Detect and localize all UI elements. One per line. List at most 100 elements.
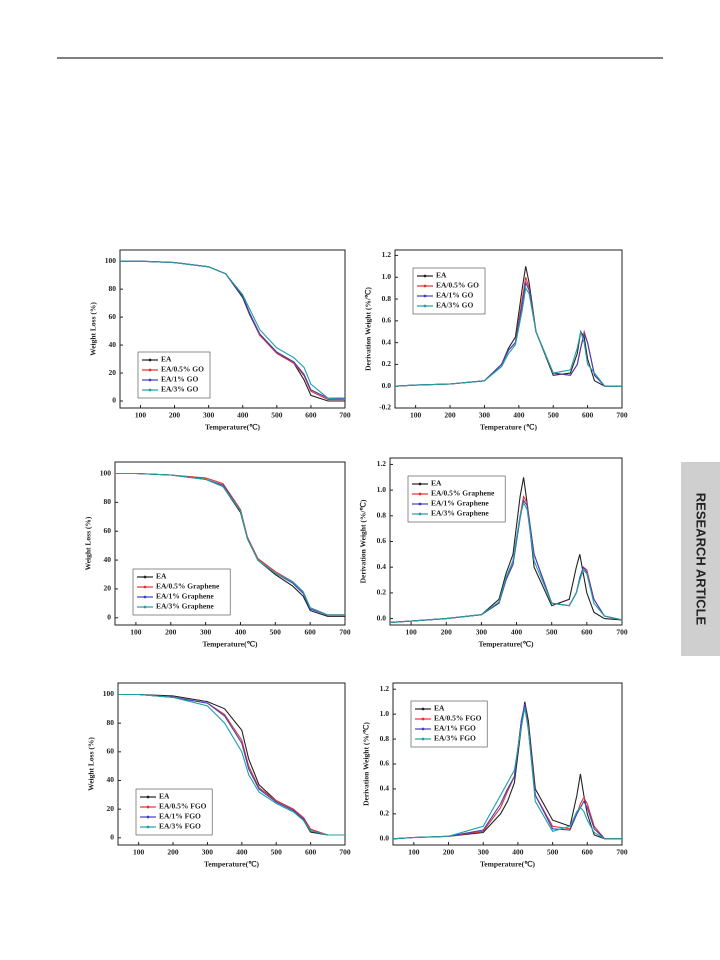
legend-marker (423, 284, 427, 288)
x-axis-label: Temperature(℃) (478, 640, 534, 649)
legend-marker (143, 585, 147, 589)
legend-label: EA/3% Graphene (431, 509, 489, 518)
legend-marker (421, 717, 425, 721)
x-tick-label: 100 (135, 411, 147, 420)
x-tick-label: 200 (444, 411, 456, 420)
y-tick-label: 20 (109, 368, 117, 377)
x-tick-label: 400 (237, 411, 249, 420)
x-tick-label: 100 (408, 848, 420, 857)
y-tick-label: 60 (107, 747, 115, 756)
y-tick-label: 60 (109, 312, 117, 321)
x-tick-label: 500 (271, 848, 283, 857)
legend-label: EA/0.5% Graphene (156, 582, 220, 591)
y-tick-label: 20 (107, 804, 115, 813)
x-tick-label: 300 (476, 628, 488, 637)
y-tick-label: 1.0 (377, 485, 387, 494)
series-line (392, 701, 622, 840)
legend-label: EA/0.5% GO (161, 365, 204, 374)
legend-label: EA/3% GO (161, 385, 198, 394)
plot-frame (394, 249, 623, 409)
legend-label: EA/3% GO (436, 301, 473, 310)
x-tick-label: 500 (270, 628, 282, 637)
y-axis-label: Derivation Weight (%/℃) (364, 287, 373, 371)
legend-marker (421, 727, 425, 731)
legend-label: EA/3% FGO (159, 822, 201, 831)
y-tick-label: 1.2 (382, 250, 392, 259)
legend-marker (421, 737, 425, 741)
series-line (118, 693, 345, 836)
x-axis-label: Temperature (℃) (480, 423, 537, 432)
x-tick-label: 700 (339, 411, 351, 420)
x-tick-label: 300 (202, 848, 214, 857)
y-tick-label: 40 (109, 340, 117, 349)
legend-label: EA (436, 271, 447, 280)
x-tick-label: 300 (200, 628, 212, 637)
y-axis-label: Derivation Weight (%/℃) (359, 499, 368, 583)
x-tick-label: 700 (339, 628, 351, 637)
legend-marker (423, 294, 427, 298)
x-tick-label: 400 (236, 848, 248, 857)
x-tick-label: 200 (167, 848, 179, 857)
legend-label: EA (156, 572, 167, 581)
x-tick-label: 600 (581, 628, 593, 637)
legend-label: EA/3% FGO (434, 734, 476, 743)
y-axis-label: Weight Loss (%) (84, 516, 93, 570)
x-tick-label: 600 (305, 628, 317, 637)
legend-marker (423, 274, 427, 278)
legend-marker (418, 492, 422, 496)
y-tick-label: 80 (104, 497, 112, 506)
series-line (392, 707, 622, 840)
y-tick-label: 0.2 (380, 809, 390, 818)
x-tick-label: 700 (616, 848, 628, 857)
y-tick-label: 0.6 (382, 316, 392, 325)
x-tick-label: 500 (271, 411, 283, 420)
y-tick-label: 1.0 (382, 272, 392, 281)
legend-marker (148, 378, 152, 382)
legend-marker (146, 815, 150, 819)
y-tick-label: 0.8 (382, 294, 392, 303)
legend-marker (143, 575, 147, 579)
series-line (389, 501, 623, 623)
y-tick-label: 0.8 (380, 734, 390, 743)
x-tick-label: 400 (235, 628, 247, 637)
x-tick-label: 300 (478, 848, 490, 857)
legend-label: EA/0.5% GO (436, 281, 479, 290)
x-axis-label: Temperature(℃) (480, 860, 536, 869)
x-tick-label: 600 (582, 848, 594, 857)
x-tick-label: 200 (441, 628, 453, 637)
x-tick-label: 100 (410, 411, 422, 420)
series-line (115, 472, 345, 616)
x-tick-label: 500 (547, 848, 559, 857)
y-tick-label: 0.0 (380, 833, 390, 842)
x-tick-label: 500 (548, 411, 560, 420)
y-tick-label: 40 (104, 555, 112, 564)
x-tick-label: 700 (339, 848, 351, 857)
x-tick-label: 300 (479, 411, 491, 420)
series-line (394, 286, 622, 387)
x-tick-label: 600 (582, 411, 594, 420)
plot-frame (117, 682, 346, 846)
y-tick-label: 1.0 (380, 709, 390, 718)
x-tick-label: 700 (616, 628, 628, 637)
legend-marker (146, 825, 150, 829)
y-tick-label: 1.2 (380, 684, 390, 693)
legend-label: EA/1% Graphene (156, 592, 214, 601)
legend-label: EA/1% GO (161, 375, 198, 384)
x-tick-label: 200 (443, 848, 455, 857)
legend-marker (148, 358, 152, 362)
legend-label: EA/1% FGO (434, 724, 476, 733)
y-tick-label: 0.8 (377, 511, 387, 520)
y-tick-label: 60 (104, 526, 112, 535)
x-tick-label: 600 (305, 848, 317, 857)
x-tick-label: 600 (305, 411, 317, 420)
plot-frame (119, 249, 346, 409)
y-tick-label: 0.0 (382, 381, 392, 390)
y-tick-label: -0.2 (379, 403, 391, 412)
y-tick-label: 100 (100, 468, 112, 477)
legend-marker (146, 795, 150, 799)
y-tick-label: 80 (109, 284, 117, 293)
